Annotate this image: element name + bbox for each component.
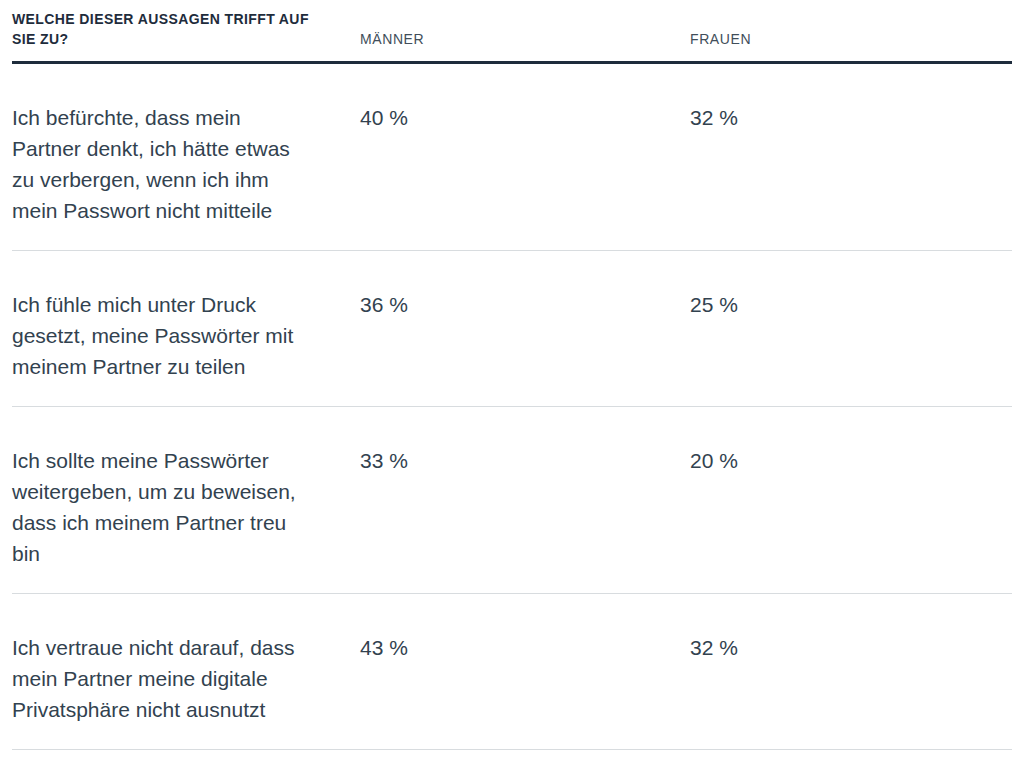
- statement-text: Ich befürchte, dass mein Partner denkt, …: [12, 102, 308, 226]
- men-percentage: 40 %: [360, 102, 690, 133]
- men-percentage: 43 %: [360, 632, 690, 663]
- survey-statements-table: WELCHE DIESER AUSSAGEN TRIFFT AUF SIE ZU…: [12, 0, 1012, 750]
- question-column-header: WELCHE DIESER AUSSAGEN TRIFFT AUF SIE ZU…: [12, 9, 322, 49]
- women-percentage: 20 %: [690, 445, 1012, 476]
- table-row: Ich sollte meine Passwörter weitergeben,…: [12, 407, 1012, 594]
- women-column-header: FRAUEN: [690, 29, 1012, 49]
- statement-text: Ich vertraue nicht darauf, dass mein Par…: [12, 632, 308, 725]
- women-percentage: 32 %: [690, 102, 1012, 133]
- women-percentage: 25 %: [690, 289, 1012, 320]
- statement-text: Ich fühle mich unter Druck gesetzt, mein…: [12, 289, 308, 382]
- table-row: Ich vertraue nicht darauf, dass mein Par…: [12, 594, 1012, 750]
- men-column-header: MÄNNER: [360, 29, 690, 49]
- men-percentage: 33 %: [360, 445, 690, 476]
- table-row: Ich befürchte, dass mein Partner denkt, …: [12, 64, 1012, 251]
- statement-text: Ich sollte meine Passwörter weitergeben,…: [12, 445, 308, 569]
- table-row: Ich fühle mich unter Druck gesetzt, mein…: [12, 251, 1012, 407]
- table-header-row: WELCHE DIESER AUSSAGEN TRIFFT AUF SIE ZU…: [12, 9, 1012, 64]
- women-percentage: 32 %: [690, 632, 1012, 663]
- men-percentage: 36 %: [360, 289, 690, 320]
